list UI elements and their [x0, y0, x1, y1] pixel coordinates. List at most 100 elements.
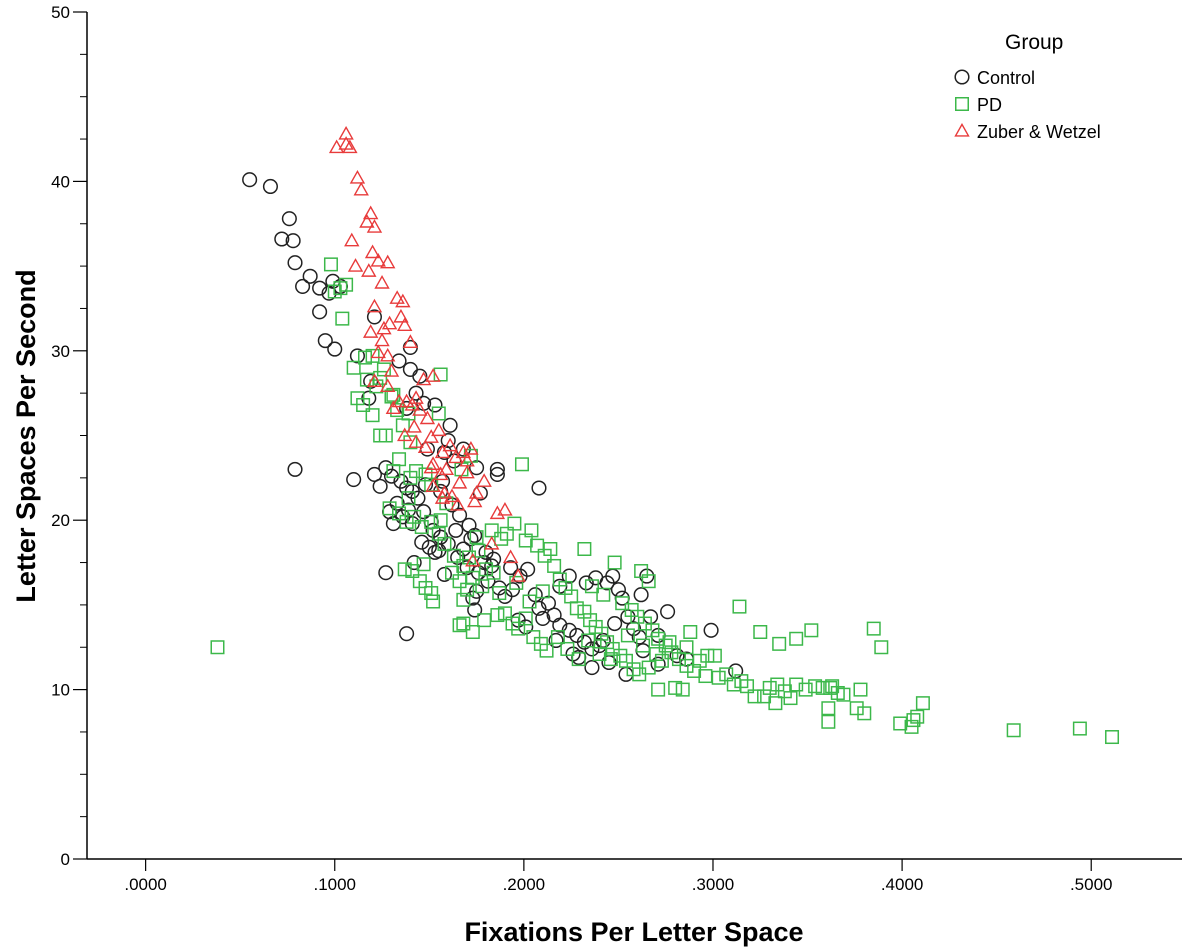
square-point — [346, 360, 361, 375]
square-point — [494, 531, 509, 546]
circle-point — [531, 480, 547, 496]
square-point — [382, 501, 397, 516]
circle-point — [366, 466, 383, 483]
triangle-point — [359, 214, 375, 228]
triangle-point — [364, 244, 381, 259]
triangle-point — [484, 535, 500, 550]
triangle-point — [463, 441, 479, 455]
square-point — [433, 367, 448, 382]
triangle-point — [476, 473, 492, 487]
square-point — [683, 625, 698, 640]
square-point — [798, 682, 813, 697]
circle-point — [389, 495, 405, 511]
square-point — [550, 630, 565, 645]
circle-point — [548, 632, 564, 649]
square-point — [524, 523, 539, 538]
square-point — [584, 579, 599, 594]
triangle-point — [442, 437, 458, 452]
triangle-point — [438, 461, 455, 476]
square-point — [522, 594, 537, 609]
triangle-point — [362, 205, 379, 220]
square-point — [511, 621, 526, 636]
square-point — [469, 530, 484, 545]
square-point — [915, 696, 930, 711]
square-point — [431, 406, 446, 421]
triangle-point — [459, 464, 475, 479]
square-point — [376, 362, 391, 377]
triangle-point — [497, 502, 513, 516]
triangle-point — [374, 332, 390, 347]
triangle-point — [425, 368, 441, 382]
square-point — [465, 625, 480, 640]
square-point — [641, 574, 656, 589]
circle-point — [436, 566, 452, 582]
square-point — [732, 599, 747, 614]
legend-item: Control — [954, 68, 1035, 88]
triangle-point — [393, 308, 409, 323]
legend-item: PD — [955, 95, 1002, 115]
square-point — [401, 491, 416, 506]
triangle-point — [425, 478, 441, 492]
circle-point — [378, 460, 394, 476]
triangle-point — [434, 444, 451, 459]
series-zuber-wetzel — [328, 125, 526, 582]
circle-point — [436, 444, 452, 460]
triangle-point — [366, 373, 383, 387]
circle-point — [399, 400, 415, 416]
square-point — [808, 679, 823, 694]
square-point — [424, 586, 439, 601]
circle-point — [635, 643, 651, 659]
square-point — [719, 667, 734, 682]
x-tick-label: .3000 — [692, 875, 735, 894]
triangle-point — [395, 293, 411, 308]
square-point — [662, 635, 677, 650]
circle-point — [442, 417, 458, 433]
circle-point — [660, 604, 676, 620]
square-point — [407, 509, 422, 524]
square-point — [424, 514, 439, 529]
triangle-point — [380, 347, 396, 362]
square-point — [405, 564, 420, 579]
square-point — [636, 638, 651, 653]
square-point — [492, 586, 507, 601]
square-point — [452, 574, 467, 589]
square-point — [456, 616, 471, 631]
square-point — [460, 582, 475, 597]
circle-point — [414, 534, 430, 550]
square-point — [390, 403, 405, 418]
square-point — [403, 435, 418, 450]
circle-point — [302, 268, 318, 284]
square-point — [910, 709, 925, 724]
circle-point — [312, 304, 328, 320]
circle-point — [552, 617, 568, 633]
triangle-point — [366, 219, 383, 233]
square-point — [399, 514, 414, 529]
triangle-point — [385, 400, 402, 415]
square-point — [392, 452, 407, 467]
circle-point — [408, 385, 424, 401]
circle-point — [317, 333, 333, 349]
legend: Group Control PD Zuber & Wetzel — [954, 31, 1101, 142]
triangle-point — [347, 258, 364, 272]
square-point — [539, 643, 554, 658]
square-point — [452, 618, 467, 633]
legend-items: Control PD Zuber & Wetzel — [954, 68, 1101, 142]
square-point — [700, 648, 715, 663]
square-point — [634, 564, 649, 579]
square-point — [675, 682, 690, 697]
square-point — [437, 536, 452, 551]
circle-point — [703, 622, 719, 638]
square-point — [668, 680, 683, 695]
triangle-point — [389, 290, 405, 304]
legend-title: Group — [1005, 31, 1063, 54]
square-point — [772, 636, 787, 651]
circle-point — [287, 255, 303, 271]
triangle-point — [466, 493, 483, 508]
square-point — [509, 575, 524, 590]
square-point — [409, 464, 424, 479]
square-point — [479, 562, 494, 577]
square-point — [906, 713, 921, 728]
square-point — [445, 565, 459, 580]
circle-point — [614, 590, 630, 606]
